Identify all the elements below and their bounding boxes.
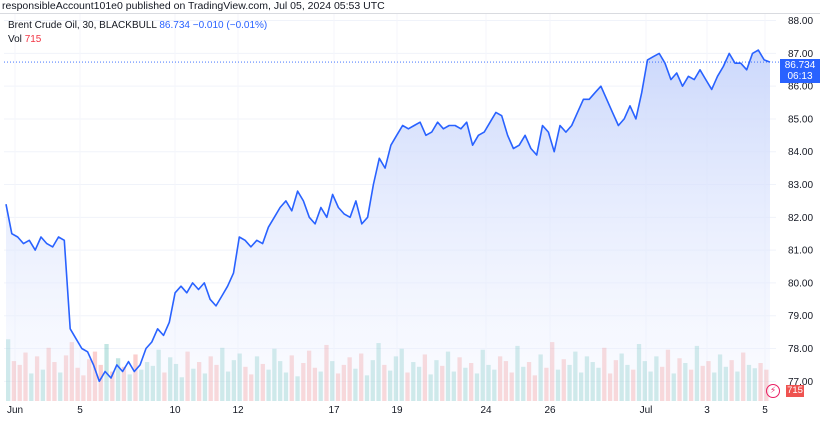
published-caption: responsibleAccount101e0 published on Tra… <box>2 0 385 12</box>
legend-symbol: Brent Crude Oil, 30, BLACKBULL <box>8 20 157 31</box>
y-tick-label: 88.00 <box>788 16 813 27</box>
bar-countdown: 06:13 <box>787 71 813 82</box>
legend-change: −0.010 (−0.01%) <box>192 20 268 31</box>
y-tick-label: 83.00 <box>788 180 813 191</box>
x-tick-label: 17 <box>328 405 340 416</box>
y-tick-label: 87.00 <box>788 49 813 60</box>
y-tick-label: 79.00 <box>788 311 813 322</box>
y-axis: 77.00 78.00 79.00 80.00 81.00 82.00 83.00 84.00… <box>788 16 813 388</box>
y-tick-label: 81.00 <box>788 246 813 257</box>
x-axis: Jun 5 10 12 17 19 24 26 Jul 3 5 <box>7 405 768 416</box>
chart-frame <box>0 13 820 422</box>
x-tick-label: Jun <box>7 405 23 416</box>
x-tick-label: 12 <box>232 405 244 416</box>
x-tick-label: 24 <box>480 405 492 416</box>
x-tick-label: 26 <box>544 405 556 416</box>
legend-price: 86.734 <box>159 20 190 31</box>
y-tick-label: 78.00 <box>788 344 813 355</box>
legend-vol-value: 715 <box>24 34 42 45</box>
legend-vol-label: Vol <box>8 34 22 45</box>
x-tick-label: Jul <box>640 405 653 416</box>
lightning-icon[interactable]: ⚡ <box>766 384 780 398</box>
last-price-value: 86.734 <box>784 60 816 71</box>
price-area-fill <box>6 50 770 401</box>
x-tick-label: 10 <box>169 405 181 416</box>
volume-tag: 715 <box>786 385 804 397</box>
x-tick-label: 5 <box>762 405 768 416</box>
y-tick-label: 77.00 <box>788 377 813 388</box>
y-tick-label: 84.00 <box>788 147 813 158</box>
last-price-tag: 86.734 06:13 <box>780 59 820 83</box>
y-tick-label: 86.00 <box>788 82 813 93</box>
chart-legend: Brent Crude Oil, 30, BLACKBULL 86.734 −0… <box>8 19 267 47</box>
x-tick-label: 5 <box>77 405 83 416</box>
x-tick-label: 3 <box>704 405 710 416</box>
y-tick-label: 80.00 <box>788 278 813 289</box>
x-tick-label: 19 <box>391 405 403 416</box>
y-tick-label: 82.00 <box>788 213 813 224</box>
y-tick-label: 85.00 <box>788 114 813 125</box>
price-line <box>5 49 771 383</box>
